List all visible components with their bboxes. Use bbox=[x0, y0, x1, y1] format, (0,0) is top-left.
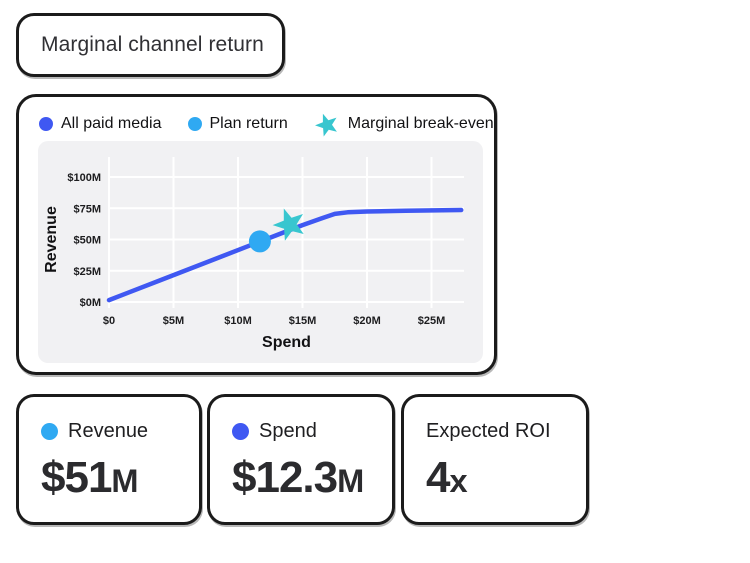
svg-text:$75M: $75M bbox=[73, 203, 101, 215]
svg-text:Spend: Spend bbox=[262, 334, 311, 351]
stat-label-row: Revenue bbox=[41, 419, 199, 443]
legend-label-all-paid-media: All paid media bbox=[61, 115, 162, 132]
stat-card-revenue: Revenue $51M bbox=[16, 394, 202, 525]
expected-roi-stat-value: 4x bbox=[426, 456, 586, 500]
svg-text:$0M: $0M bbox=[80, 297, 101, 309]
revenue-value-suffix: M bbox=[111, 463, 138, 499]
legend-item-marginal-break-even[interactable]: Marginal break-even bbox=[314, 111, 494, 137]
spend-dot-icon bbox=[232, 422, 249, 440]
star-icon bbox=[314, 113, 337, 137]
spend-stat-label: Spend bbox=[259, 419, 317, 442]
plan-return-dot-icon bbox=[187, 117, 202, 131]
legend-label-plan-return: Plan return bbox=[209, 115, 288, 132]
chart-legend: All paid media Plan return Marginal brea… bbox=[39, 111, 494, 137]
title-card: Marginal channel return bbox=[16, 13, 285, 77]
svg-text:$25M: $25M bbox=[418, 315, 446, 327]
revenue-spend-chart: $0M $25M $50M $75M $100M $0 $5M $10M $15M $20M $25… bbox=[43, 157, 464, 351]
revenue-stat-value: $51M bbox=[41, 456, 199, 500]
spend-value-suffix: M bbox=[337, 463, 364, 499]
svg-text:$5M: $5M bbox=[163, 315, 184, 327]
svg-text:Revenue: Revenue bbox=[43, 206, 60, 273]
svg-text:$100M: $100M bbox=[67, 172, 101, 184]
spend-stat-value: $12.3M bbox=[232, 456, 392, 500]
expected-roi-value-suffix: x bbox=[449, 463, 467, 499]
svg-text:$10M: $10M bbox=[224, 315, 252, 327]
revenue-stat-label: Revenue bbox=[68, 419, 149, 442]
chart-panel: $0M $25M $50M $75M $100M $0 $5M $10M $15M $20M $25… bbox=[38, 141, 483, 363]
stat-label-row: Spend bbox=[232, 419, 392, 443]
svg-text:$25M: $25M bbox=[73, 266, 101, 278]
svg-text:$50M: $50M bbox=[73, 235, 101, 247]
revenue-value-number: $51 bbox=[41, 453, 112, 502]
all-paid-media-dot-icon bbox=[39, 117, 53, 131]
expected-roi-stat-label: Expected ROI bbox=[426, 419, 551, 442]
chart-card: All paid media Plan return Marginal brea… bbox=[16, 94, 497, 375]
stat-card-spend: Spend $12.3M bbox=[207, 394, 395, 525]
stat-label-row: Expected ROI bbox=[426, 419, 586, 443]
revenue-dot-icon bbox=[41, 422, 58, 440]
page-title: Marginal channel return bbox=[41, 33, 264, 56]
expected-roi-value-number: 4 bbox=[426, 453, 451, 502]
svg-text:$0: $0 bbox=[103, 315, 115, 327]
spend-value-number: $12.3 bbox=[232, 453, 338, 502]
legend-label-marginal-break-even: Marginal break-even bbox=[347, 115, 494, 132]
legend-item-all-paid-media[interactable]: All paid media bbox=[39, 115, 162, 133]
stat-card-expected-roi: Expected ROI 4x bbox=[401, 394, 589, 525]
svg-text:$15M: $15M bbox=[289, 315, 317, 327]
legend-item-plan-return[interactable]: Plan return bbox=[187, 115, 288, 133]
svg-text:$20M: $20M bbox=[353, 315, 381, 327]
